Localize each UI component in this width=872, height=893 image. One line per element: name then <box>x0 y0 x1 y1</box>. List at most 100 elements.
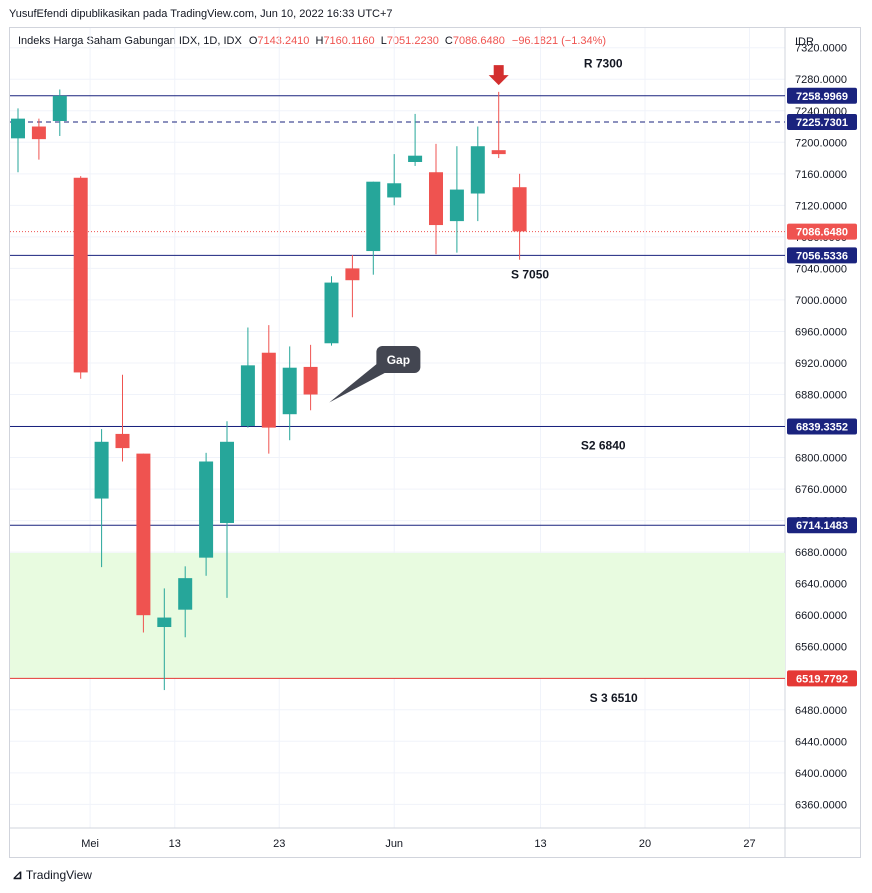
candle <box>491 91 506 159</box>
time-tick-label: Mei <box>81 838 99 850</box>
level-price-tag-bg <box>787 87 857 104</box>
price-tick-label: 6800.0000 <box>795 453 847 465</box>
callout-label: Gap <box>387 353 410 367</box>
price-tick-label: 6400.0000 <box>795 768 847 780</box>
candle <box>94 429 109 568</box>
chart-legend: Indeks Harga Saham Gabungan IDX, 1D, IDX… <box>18 35 606 47</box>
candle <box>220 421 234 598</box>
support-zone <box>10 552 785 679</box>
candle <box>136 453 151 633</box>
level-annotation: S 7050 <box>511 268 549 282</box>
price-tick-label: 6480.0000 <box>795 705 847 717</box>
level-annotation: S2 6840 <box>581 439 626 453</box>
callout-box <box>376 346 421 374</box>
candle-body <box>345 268 360 281</box>
level-price-tag-bg <box>787 517 857 534</box>
level-price-tag: 6839.3352 <box>796 422 848 434</box>
candle-body <box>303 366 318 395</box>
price-tick-label: 7120.0000 <box>795 200 847 212</box>
price-tick-label: 7160.0000 <box>795 169 847 181</box>
candle-body <box>408 155 423 162</box>
price-axis[interactable]: 7320.00007280.00007240.00007200.00007160… <box>787 43 857 812</box>
time-tick-label: 13 <box>534 838 546 850</box>
candle <box>115 374 130 462</box>
candle-body <box>470 146 485 194</box>
level-price-tag-bg <box>787 247 857 264</box>
candle <box>11 108 25 173</box>
price-tick-label: 6440.0000 <box>795 736 847 748</box>
candle-body <box>94 441 109 499</box>
candle-body <box>366 181 381 252</box>
candle <box>345 254 360 318</box>
candle <box>178 566 193 638</box>
open-value: 7143.2410 <box>257 35 310 47</box>
price-tick-label: 7200.0000 <box>795 137 847 149</box>
candle-body <box>220 441 234 523</box>
candle <box>31 118 46 160</box>
level-price-tag: 7258.9969 <box>796 91 848 103</box>
candle-body <box>115 433 130 449</box>
open-label: O <box>248 35 258 47</box>
time-tick-label: 20 <box>639 838 651 850</box>
low-value: 7051.2230 <box>386 35 439 47</box>
annotations: R 7300 S 7050 S2 6840 S 3 6510 Gap <box>329 56 638 705</box>
tradingview-logo-icon: ⊿ <box>12 867 23 882</box>
last-price-tag-bg <box>787 223 857 240</box>
price-tick-label: 6600.0000 <box>795 610 847 622</box>
change-value: −96.1821 (−1.34%) <box>511 35 607 47</box>
candle-body <box>324 282 339 344</box>
candle <box>261 325 276 454</box>
candle <box>303 344 318 411</box>
candle <box>73 176 88 379</box>
candle <box>52 89 67 136</box>
brand[interactable]: ⊿ TradingView <box>12 867 92 883</box>
time-tick-label: 13 <box>169 838 181 850</box>
price-tick-label: 6760.0000 <box>795 484 847 496</box>
support-zone-rect <box>10 552 785 679</box>
candle-body <box>31 126 46 140</box>
level-price-tag-bg <box>787 418 857 435</box>
brand-label: TradingView <box>25 868 92 882</box>
attribution: YusufEfendi dipublikasikan pada TradingV… <box>9 8 393 20</box>
candle <box>240 327 255 428</box>
candle <box>408 113 423 166</box>
candle <box>470 126 485 222</box>
symbol-label: Indeks Harga Saham Gabungan IDX, 1D, IDX <box>18 35 242 47</box>
high-label: H <box>315 35 324 47</box>
currency-label: IDR <box>795 36 814 48</box>
level-lines <box>10 95 785 679</box>
price-tick-label: 6920.0000 <box>795 358 847 370</box>
candle <box>387 154 402 206</box>
time-tick-label: 23 <box>273 838 285 850</box>
callout-pointer <box>329 361 389 403</box>
candle <box>512 173 527 260</box>
price-tick-label: 6880.0000 <box>795 390 847 402</box>
candle-body <box>429 172 443 226</box>
candle-body <box>449 189 464 222</box>
candle-body <box>11 118 25 139</box>
price-tick-label: 6640.0000 <box>795 579 847 591</box>
candle-body <box>387 183 402 198</box>
candle <box>429 143 443 255</box>
time-axis[interactable]: Mei 13 23 Jun 13 20 27 <box>81 838 755 850</box>
candle <box>157 588 172 691</box>
price-tick-label: 7040.0000 <box>795 263 847 275</box>
level-price-tag: 7225.7301 <box>796 117 848 129</box>
price-tick-label: 7320.0000 <box>795 43 847 55</box>
candle <box>449 146 464 253</box>
last-price-tag: 7086.6480 <box>796 227 848 239</box>
chart-frame <box>9 27 861 858</box>
candle-body <box>178 578 193 610</box>
candle-body <box>136 453 151 616</box>
close-value: 7086.6480 <box>452 35 505 47</box>
candle-body <box>261 352 276 428</box>
level-price-tag: 7056.5336 <box>796 250 848 262</box>
level-price-tag-bg <box>787 114 857 131</box>
candle-body <box>199 461 214 558</box>
price-tick-label: 7000.0000 <box>795 295 847 307</box>
level-price-tag-bg <box>787 670 857 687</box>
candle-body <box>73 177 88 373</box>
candle-body <box>491 150 506 155</box>
price-tick-label: 6560.0000 <box>795 642 847 654</box>
